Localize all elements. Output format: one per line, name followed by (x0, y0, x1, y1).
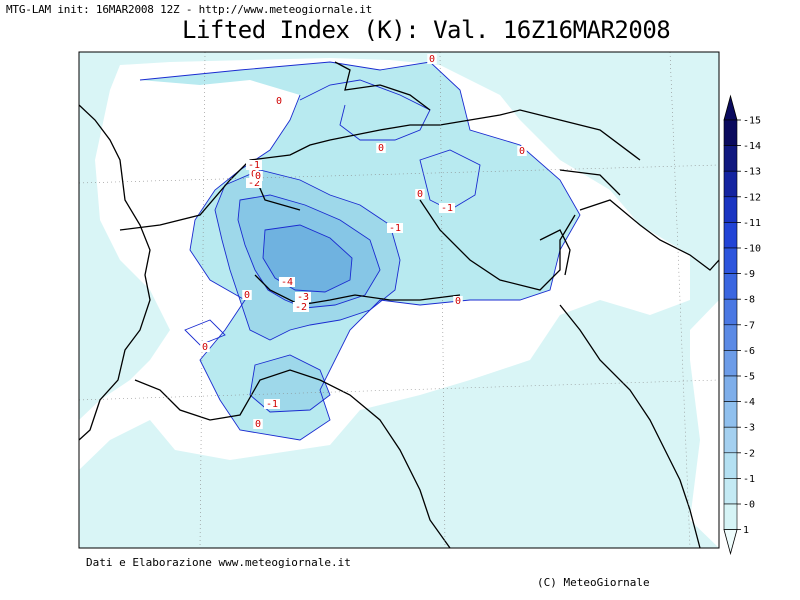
legend-swatch (723, 298, 738, 326)
legend-tick-label: 1 (743, 525, 749, 536)
legend-swatch (723, 170, 738, 198)
legend-swatch (723, 273, 738, 300)
field-zone-minus4 (263, 225, 352, 292)
contour-label: -1 (389, 223, 401, 234)
copyright-credit: (C) MeteoGiornale (537, 576, 650, 589)
field-zone-0 (79, 52, 719, 548)
contour-label: -2 (295, 302, 307, 313)
legend-tick-label: -7 (743, 320, 755, 331)
contour-label-bg (242, 290, 252, 300)
contour-label: 0 (255, 419, 261, 430)
legend-arrow-bottom (723, 529, 738, 556)
legend-swatch (723, 196, 738, 223)
map-grid (79, 52, 719, 548)
contour-label: 0 (202, 342, 208, 353)
contour-label-bg (295, 292, 311, 302)
contour-label: -3 (297, 292, 309, 303)
legend-tick-label: -13 (743, 167, 761, 178)
contour-label-bg (200, 342, 210, 352)
map-frame (78, 51, 720, 549)
contour-label: 0 (455, 296, 461, 307)
legend-swatch (723, 452, 738, 479)
contour-label: -1 (248, 160, 260, 171)
contour-label-bg (253, 171, 263, 181)
contour-label-bg (279, 277, 295, 287)
contour-label-bg (453, 296, 463, 306)
contour-label-bg (415, 189, 425, 199)
contour-label: -4 (281, 277, 293, 288)
contour-label-bg (517, 146, 527, 156)
legend-tick-label: -2 (743, 448, 755, 459)
contour-label: 0 (417, 189, 423, 200)
legend-swatch (723, 478, 738, 505)
contour-label: 0 (378, 143, 384, 154)
legend-swatch (723, 401, 738, 428)
contour-label: -1 (441, 203, 453, 214)
legend-colorbar (723, 94, 738, 556)
contour-label: 0 (429, 54, 435, 65)
contour-label-bg (376, 143, 386, 153)
legend-tick-label: -0 (743, 500, 755, 511)
contour-label: -2 (248, 178, 260, 189)
legend-tick-label: -3 (743, 423, 755, 434)
contour-label-bg (246, 178, 262, 188)
legend-tick-label: -12 (743, 192, 761, 203)
contour-label: 0 (255, 171, 261, 182)
contour-lines (139, 61, 581, 441)
legend-swatch (723, 375, 738, 402)
legend-tick-label: -4 (743, 397, 755, 408)
field-zone-minus2-south (250, 355, 330, 412)
legend-swatch (723, 426, 738, 454)
contour-label: 0 (519, 146, 525, 157)
contour-label-bg (246, 160, 262, 170)
model-info-header: MTG-LAM init: 16MAR2008 12Z - http://www… (6, 3, 373, 16)
legend-tick-label: -8 (743, 295, 755, 306)
legend-tick-label: -11 (743, 218, 761, 229)
legend-tick-label: -14 (743, 141, 761, 152)
contour-label-bg (293, 302, 309, 312)
contour-label-bg (427, 54, 437, 64)
contour-label-bg (253, 419, 263, 429)
contour-label-bg (387, 223, 403, 233)
legend-arrow-top (723, 94, 738, 121)
legend-swatch (723, 145, 738, 172)
contour-label: 0 (276, 96, 282, 107)
legend-tick-label: -5 (743, 372, 755, 383)
legend-tick-label: -6 (743, 346, 755, 357)
contour-label-bg (274, 96, 284, 106)
legend-tick-label: -15 (743, 116, 761, 127)
legend-swatch (723, 503, 738, 530)
contour-label: -1 (266, 399, 278, 410)
legend-swatch (723, 222, 738, 249)
legend-tick-label: -1 (743, 474, 755, 485)
contour-label-bg (439, 203, 455, 213)
legend-swatch (723, 350, 738, 377)
contour-label-bg (264, 399, 280, 409)
contour-label: 0 (244, 290, 250, 301)
legend-ticks: -15 -14 -13 -12 -11 -10 -9 -8 -7 -6 -5 -4 -3 -2 -1 -0 1 (737, 116, 761, 536)
legend-swatch (723, 247, 738, 274)
legend-swatch (723, 119, 738, 146)
map-title: Lifted Index (K): Val. 16Z16MAR2008 (182, 16, 671, 44)
legend-tick-label: -9 (743, 269, 755, 280)
legend-tick-label: -10 (743, 244, 761, 255)
data-source-credit: Dati e Elaborazione www.meteogiornale.it (86, 556, 351, 569)
field-zone-0-south (620, 330, 700, 540)
legend-swatch (723, 324, 738, 351)
